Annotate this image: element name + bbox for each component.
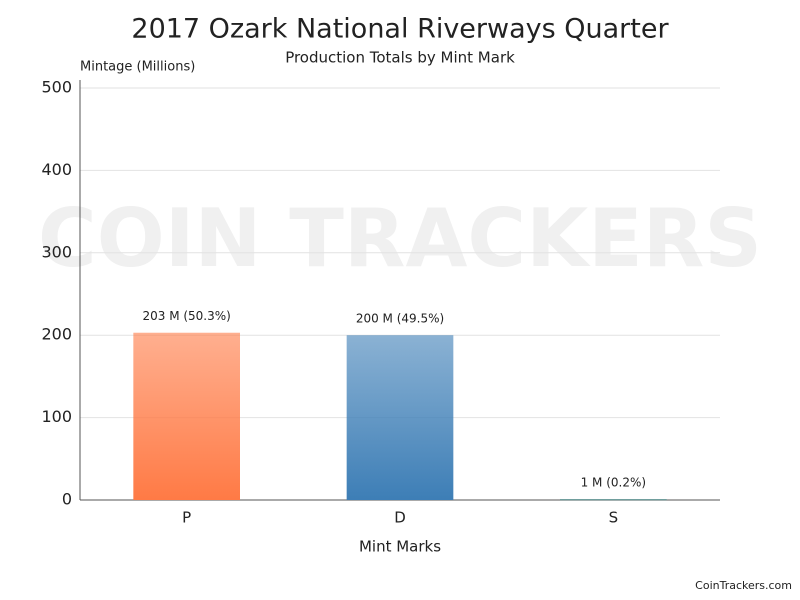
x-tick-label: S [609, 509, 619, 527]
watermark: COIN TRACKERS [38, 192, 762, 285]
value-label: 203 M (50.3%) [142, 309, 230, 323]
chart-subtitle: Production Totals by Mint Mark [285, 49, 515, 67]
x-tick-label: P [182, 509, 191, 527]
bar [133, 332, 240, 500]
y-tick-label: 100 [41, 407, 72, 426]
y-tick-label: 0 [62, 490, 72, 509]
credit: CoinTrackers.com [695, 579, 792, 592]
y-tick-label: 300 [41, 242, 72, 261]
x-tick-label: D [394, 509, 406, 527]
chart-title: 2017 Ozark National Riverways Quarter [131, 14, 669, 45]
y-tick-label: 200 [41, 325, 72, 344]
value-label: 200 M (49.5%) [356, 312, 444, 326]
y-tick-label: 500 [41, 78, 72, 97]
x-axis-label: Mint Marks [359, 538, 441, 556]
y-tick-label: 400 [41, 160, 72, 179]
y-axis-label: Mintage (Millions) [80, 60, 195, 75]
bar [346, 335, 454, 500]
bar [560, 499, 667, 501]
value-label: 1 M (0.2%) [581, 476, 646, 490]
